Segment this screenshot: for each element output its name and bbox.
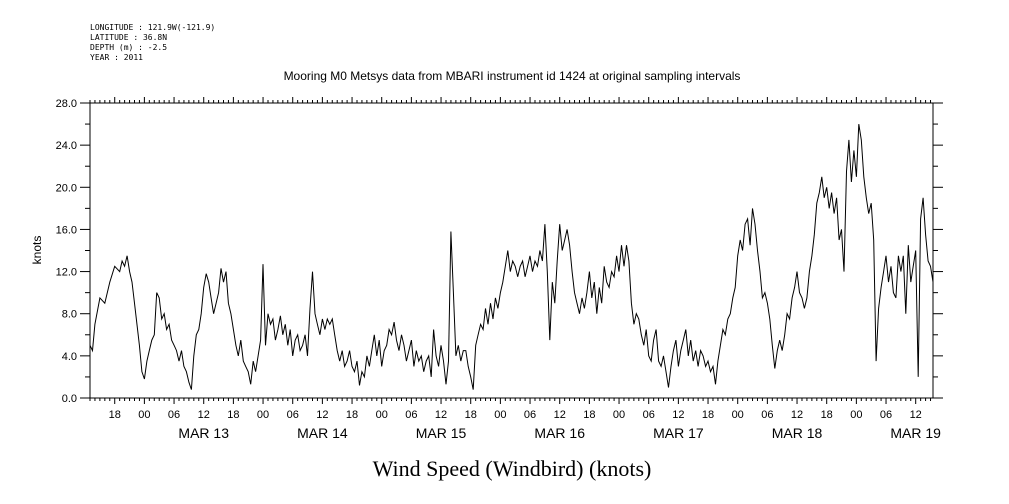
x-tick-label: 12 — [435, 409, 447, 421]
x-day-label: MAR 14 — [297, 425, 348, 441]
x-tick-label: 12 — [791, 409, 803, 421]
x-tick-label: 06 — [643, 409, 655, 421]
x-tick-label: 06 — [880, 409, 892, 421]
x-tick-label: 00 — [850, 409, 862, 421]
x-day-label: MAR 13 — [178, 425, 229, 441]
x-tick-label: 00 — [376, 409, 388, 421]
x-day-label: MAR 19 — [890, 425, 941, 441]
x-tick-label: 12 — [316, 409, 328, 421]
y-tick-label: 12.0 — [56, 267, 77, 279]
x-axis: 18 00 06 12 18 00 06 12 18 00 06 12 18 00 06 12 18 00 06 12… — [89, 97, 941, 441]
plot-frame — [89, 102, 934, 399]
series-line — [89, 124, 934, 390]
y-axis-label: knots — [30, 236, 44, 265]
chart-title: Mooring M0 Metsys data from MBARI instru… — [284, 69, 741, 83]
y-tick-label: 8.0 — [62, 309, 77, 321]
x-tick-label: 12 — [554, 409, 566, 421]
x-tick-label: 12 — [910, 409, 922, 421]
x-day-label: MAR 17 — [653, 425, 704, 441]
y-tick-label: 28.0 — [56, 98, 77, 110]
x-tick-label: 06 — [287, 409, 299, 421]
x-tick-label: 00 — [494, 409, 506, 421]
x-tick-label: 06 — [761, 409, 773, 421]
x-tick-label: 00 — [613, 409, 625, 421]
x-tick-label: 18 — [109, 409, 121, 421]
x-tick-label: 18 — [227, 409, 239, 421]
meta-latitude: LATITUDE : 36.8N — [90, 33, 167, 42]
x-tick-label: 06 — [524, 409, 536, 421]
x-day-label: MAR 15 — [416, 425, 467, 441]
y-tick-label: 24.0 — [56, 140, 77, 152]
x-tick-label: 00 — [732, 409, 744, 421]
x-tick-label: 06 — [405, 409, 417, 421]
x-tick-label: 00 — [138, 409, 150, 421]
chart-caption: Wind Speed (Windbird) (knots) — [373, 456, 652, 481]
meta-year: YEAR : 2011 — [90, 53, 143, 62]
x-tick-label: 18 — [821, 409, 833, 421]
meta-longitude: LONGITUDE : 121.9W(-121.9) — [90, 23, 215, 32]
series-layer — [89, 124, 934, 390]
y-tick-label: 16.0 — [56, 224, 77, 236]
x-tick-label: 18 — [346, 409, 358, 421]
y-axis: 0.0 4.0 8.0 12.0 16.0 20.0 24.0 28.0 — [56, 98, 943, 405]
x-day-label: MAR 16 — [534, 425, 585, 441]
y-tick-label: 4.0 — [62, 351, 77, 363]
x-day-label: MAR 18 — [772, 425, 823, 441]
x-tick-label: 18 — [465, 409, 477, 421]
x-tick-label: 18 — [583, 409, 595, 421]
x-tick-label: 18 — [702, 409, 714, 421]
x-tick-label: 12 — [198, 409, 210, 421]
y-tick-label: 0.0 — [62, 393, 77, 405]
x-tick-label: 06 — [168, 409, 180, 421]
x-tick-label: 12 — [672, 409, 684, 421]
y-tick-label: 20.0 — [56, 182, 77, 194]
meta-depth: DEPTH (m) : -2.5 — [90, 43, 167, 52]
x-tick-label: 00 — [257, 409, 269, 421]
